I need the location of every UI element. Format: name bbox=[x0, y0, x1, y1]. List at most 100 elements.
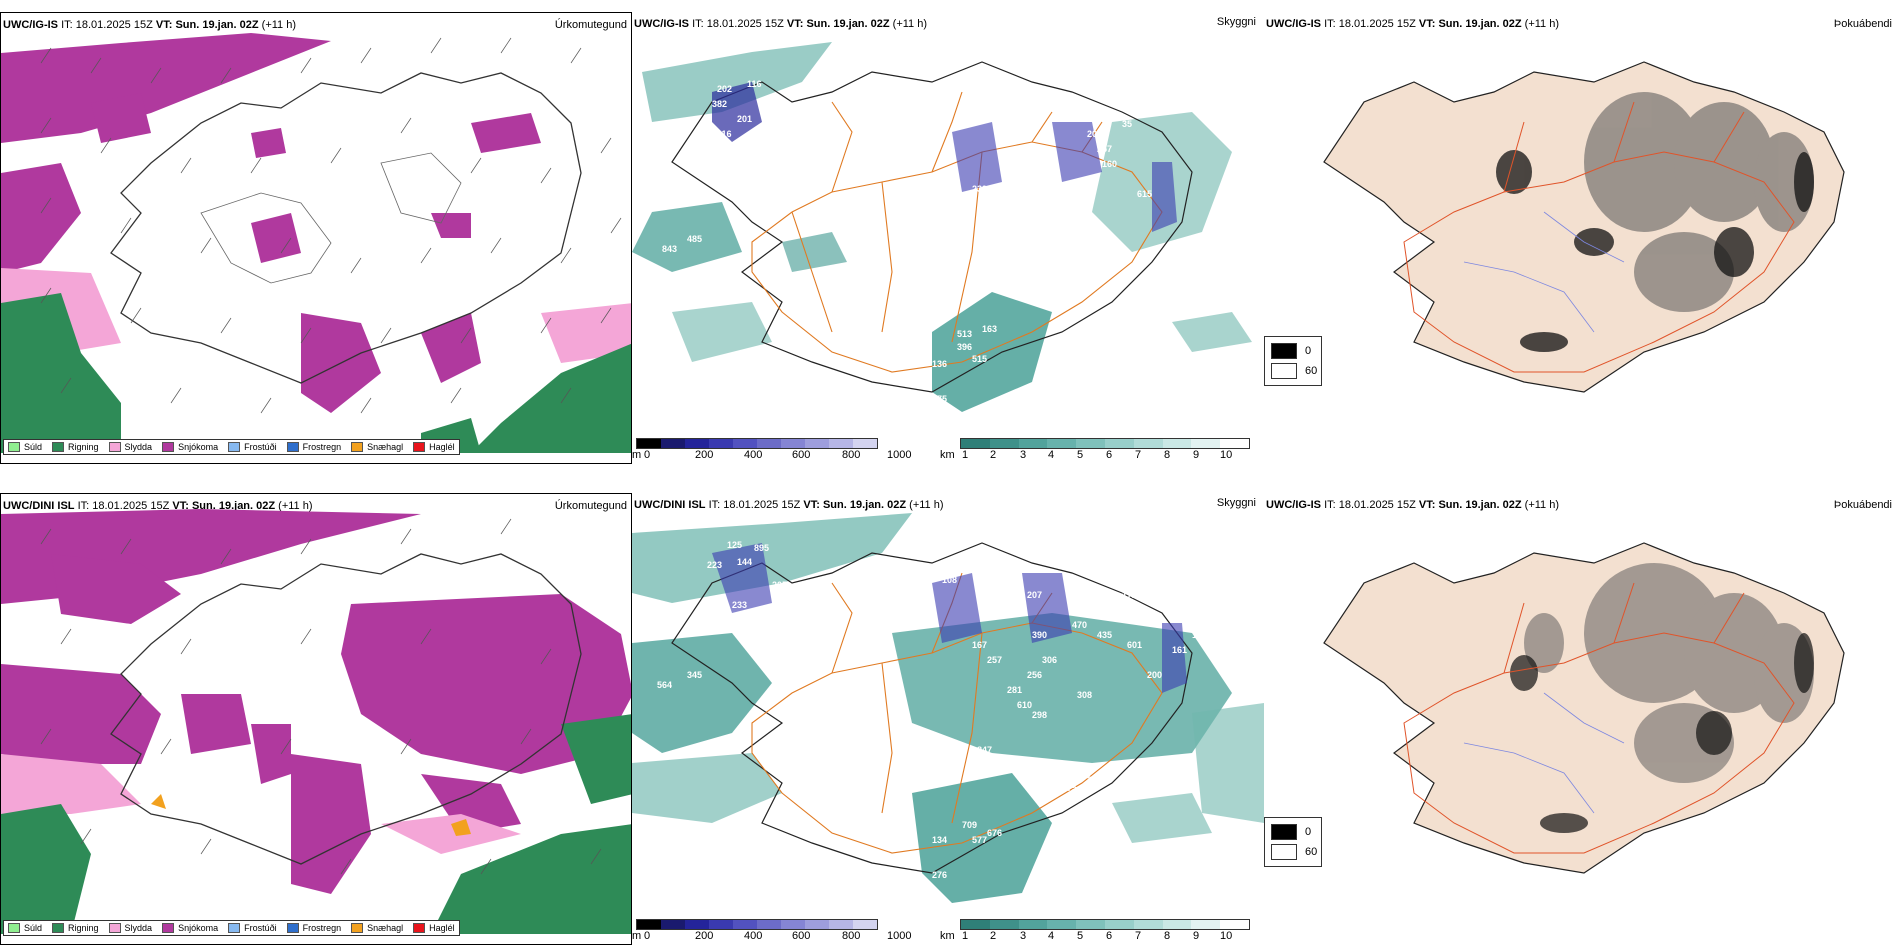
legend-label: Frostregn bbox=[302, 923, 342, 933]
legend-swatch bbox=[8, 923, 20, 933]
vt-value: Sun. 19.jan. 02Z bbox=[1438, 18, 1522, 30]
height-tick: 0 bbox=[644, 930, 651, 942]
vis-tick: 10 bbox=[1220, 449, 1233, 461]
legend-label: Frostregn bbox=[302, 442, 342, 452]
vis-label: 311 bbox=[762, 610, 777, 620]
legend-swatch bbox=[228, 442, 241, 452]
fog-panel-bottom: UWC/IG-IS IT: 18.01.2025 15Z VT: Sun. 19… bbox=[1264, 493, 1900, 945]
legend-label: Súld bbox=[24, 923, 43, 933]
vis-tick: 5 bbox=[1077, 930, 1084, 942]
vis-label: 190 bbox=[1192, 630, 1207, 640]
vis-label: 601 bbox=[1127, 640, 1142, 650]
height-tick: 600 bbox=[792, 449, 811, 461]
it-value: 18.01.2025 15Z bbox=[1338, 18, 1416, 30]
fog-map bbox=[1323, 542, 1845, 874]
legend-label: Slydda bbox=[124, 923, 153, 933]
fog-swatch bbox=[1271, 844, 1297, 860]
legend-swatch bbox=[108, 923, 121, 933]
vis-label: 202 bbox=[717, 84, 732, 94]
precip-panel-bottom: UWC/DINI ISL IT: 18.01.2025 15Z VT: Sun.… bbox=[0, 493, 632, 945]
vis-tick: 3 bbox=[1020, 930, 1027, 942]
height-tick: 400 bbox=[744, 930, 763, 942]
it-label: IT: bbox=[77, 500, 90, 512]
legend-label: Rigning bbox=[68, 442, 99, 452]
vis-label: 470 bbox=[1072, 620, 1087, 630]
vis-label: 182 bbox=[1007, 585, 1022, 595]
it-label: IT: bbox=[1324, 499, 1336, 511]
vis-label: 275 bbox=[932, 394, 947, 404]
lead-time: (+11 h) bbox=[1524, 18, 1559, 30]
fog-legend-label: 0 bbox=[1305, 345, 1312, 357]
fog-legend-label: 0 bbox=[1305, 826, 1312, 838]
legend-swatch bbox=[413, 442, 426, 452]
vt-label: VT: bbox=[172, 500, 189, 512]
vis-unit: km bbox=[940, 930, 955, 942]
vis-tick: 7 bbox=[1135, 449, 1142, 461]
precip-map bbox=[1, 33, 631, 453]
vt-value: Sun. 19.jan. 02Z bbox=[1438, 499, 1522, 511]
legend-swatch bbox=[52, 923, 65, 933]
fog-legend-label: 60 bbox=[1305, 846, 1318, 858]
panel-header: UWC/IG-IS IT: 18.01.2025 15Z VT: Sun. 19… bbox=[634, 18, 927, 30]
fog-swatch bbox=[1271, 363, 1297, 379]
visibility-map: 202 116 382 201 116 287 291 385 206 843 … bbox=[632, 42, 1252, 412]
model-name: UWC/DINI ISL bbox=[634, 499, 706, 511]
vis-label: 228 bbox=[852, 690, 867, 700]
vis-label: 385 bbox=[767, 114, 782, 124]
vis-label: 281 bbox=[1007, 685, 1022, 695]
vis-tick: 1 bbox=[962, 930, 969, 942]
vis-label: 35 bbox=[1122, 119, 1132, 129]
legend-swatch bbox=[286, 442, 299, 452]
vis-label: 200 bbox=[1147, 670, 1162, 680]
vt-value: Sun. 19.jan. 02Z bbox=[175, 19, 259, 31]
height-tick: 800 bbox=[842, 449, 861, 461]
panel-header: UWC/IG-IS IT: 18.01.2025 15Z VT: Sun. 19… bbox=[1266, 499, 1559, 511]
vis-label: 134 bbox=[932, 835, 947, 845]
vis-label: 144 bbox=[737, 557, 752, 567]
height-unit: m bbox=[632, 930, 642, 942]
vis-tick: 4 bbox=[1048, 449, 1055, 461]
legend-label: Snjókoma bbox=[178, 442, 219, 452]
vis-label: 167 bbox=[972, 640, 987, 650]
fog-swatch bbox=[1271, 824, 1297, 840]
height-colorbar: m 0 200 400 600 800 1000 bbox=[632, 919, 932, 943]
height-unit: m bbox=[632, 449, 642, 461]
vt-label: VT: bbox=[786, 18, 804, 30]
legend-item-frostregn: Frostregn bbox=[286, 923, 342, 933]
legend-item-snaehagl: Snæhagl bbox=[351, 442, 403, 452]
it-value: 18.01.2025 15Z bbox=[1338, 499, 1416, 511]
precip-map bbox=[1, 509, 631, 934]
vis-label: 676 bbox=[987, 828, 1002, 838]
vis-label: 298 bbox=[997, 214, 1012, 224]
height-tick: 400 bbox=[744, 449, 763, 461]
legend-item-sudd: Súld bbox=[8, 923, 42, 933]
vis-label: 375 bbox=[1062, 783, 1077, 793]
legend-swatch bbox=[8, 442, 20, 452]
vis-label: 241 bbox=[982, 199, 997, 209]
vt-value: Sun. 19.jan. 02Z bbox=[806, 18, 890, 30]
it-label: IT: bbox=[1324, 18, 1336, 30]
fog-legend: 0 60 bbox=[1264, 817, 1322, 867]
vis-label: 113 bbox=[1057, 194, 1072, 204]
vis-label: 242 bbox=[1037, 174, 1052, 184]
legend-item-snjokoma: Snjókoma bbox=[162, 923, 218, 933]
visibility-colorbar: km 1 2 3 4 5 6 7 8 9 10 bbox=[940, 919, 1260, 943]
vis-label: 564 bbox=[657, 680, 672, 690]
vis-label: 172 bbox=[1122, 590, 1137, 600]
vt-label: VT: bbox=[1418, 18, 1436, 30]
it-label: IT: bbox=[708, 499, 721, 511]
vis-label: 254 bbox=[1087, 775, 1102, 785]
lead-time: (+11 h) bbox=[892, 18, 927, 30]
fog-title: Þokuábendi bbox=[1833, 499, 1892, 511]
panel-header: UWC/DINI ISL IT: 18.01.2025 15Z VT: Sun.… bbox=[3, 500, 313, 512]
legend-item-slydda: Slydda bbox=[108, 923, 153, 933]
height-tick: 1000 bbox=[887, 449, 912, 461]
legend-item-slydda: Slydda bbox=[108, 442, 152, 452]
legend-swatch bbox=[413, 923, 426, 933]
vis-label: 108 bbox=[942, 575, 957, 585]
vis-label: 201 bbox=[737, 114, 752, 124]
vis-label: 233 bbox=[732, 600, 747, 610]
vis-tick: 9 bbox=[1193, 930, 1200, 942]
vis-label: 161 bbox=[1172, 645, 1187, 655]
vis-label: 513 bbox=[957, 329, 972, 339]
